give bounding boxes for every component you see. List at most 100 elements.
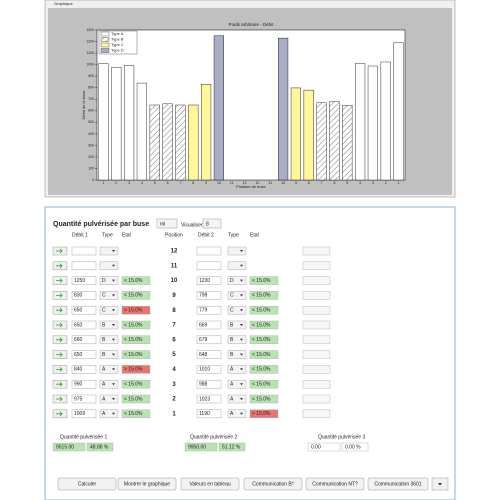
button[interactable] [57,477,117,491]
debit-input[interactable] [71,291,97,300]
bar [188,104,199,181]
type-select[interactable] [227,379,247,389]
x-tick-label: 4 [359,181,361,185]
debit-input[interactable] [71,394,97,404]
type-select[interactable] [227,320,247,330]
debit-value: 1009 [74,411,85,417]
button[interactable] [117,477,177,491]
debit-input[interactable] [71,409,97,419]
unit-select[interactable] [156,218,178,229]
debit-input[interactable] [196,291,222,300]
type-select[interactable] [227,291,247,300]
dropdown-arrow [240,368,243,371]
type-select[interactable] [99,350,119,359]
etat-box [249,291,279,300]
type-select[interactable] [227,409,247,419]
dropdown-arrow [240,353,243,356]
debit-input[interactable] [196,320,222,330]
debit-input[interactable] [196,394,222,404]
type-select[interactable] [99,276,119,285]
type-select[interactable] [99,246,119,256]
total-value: 0.00 [311,444,321,450]
extra-input[interactable] [302,261,331,271]
debit-input[interactable] [196,335,222,345]
debit-input[interactable] [71,246,97,256]
type-select[interactable] [99,365,119,374]
y-tick-label: 800 [88,86,94,90]
debit-input[interactable] [71,335,97,345]
etat-value: < 15.0% [124,396,143,402]
debit-input[interactable] [71,379,97,389]
extra-input[interactable] [302,365,331,374]
type-select[interactable] [99,305,119,315]
type-select[interactable] [227,276,247,285]
type-select[interactable] [227,335,247,345]
extra-input[interactable] [302,335,331,345]
debit-input[interactable] [196,305,222,315]
debit-input[interactable] [196,379,222,389]
x-tick-label: 5 [154,181,156,185]
debit-input[interactable] [196,276,222,285]
total-percent: 0.00 % [345,444,361,450]
y-tick-label: 1300 [86,28,94,32]
dropdown-arrow [240,309,243,312]
debit-input[interactable] [71,320,97,330]
debit-input[interactable] [71,365,97,374]
extra-input[interactable] [302,350,331,359]
type-select[interactable] [99,320,119,330]
button-label: Montrer le graphique [124,481,170,487]
debit-value: 975 [74,396,83,402]
extra-input[interactable] [302,246,331,256]
debit-input[interactable] [196,246,222,256]
type-select[interactable] [227,365,247,374]
column-header: Etat [250,232,260,238]
extra-input[interactable] [302,409,331,419]
button[interactable] [305,477,365,491]
debit-input[interactable] [196,261,222,271]
debit-value: 798 [199,293,208,299]
button[interactable] [367,477,429,491]
type-select[interactable] [227,305,247,315]
total-value: 9515.00 [56,444,74,450]
type-select[interactable] [99,291,119,300]
debit-input[interactable] [71,276,97,285]
type-select[interactable] [227,246,247,256]
x-tick-label: 3 [128,181,130,185]
debit-input[interactable] [196,350,222,359]
type-select[interactable] [227,350,247,359]
extra-input[interactable] [302,276,331,285]
x-tick-label: 6 [167,181,169,185]
extra-input[interactable] [302,394,331,404]
type-select[interactable] [99,261,119,271]
extra-input[interactable] [302,379,331,389]
position: 8 [172,308,176,314]
etat-box [121,335,151,344]
debit-value: 650 [74,352,83,358]
etat-value: < 15.0% [124,352,143,358]
button[interactable] [243,477,303,491]
type-select[interactable] [99,335,119,345]
type-value: D [230,278,234,284]
extra-input[interactable] [302,320,331,330]
type-select[interactable] [99,409,119,419]
type-select[interactable] [99,379,119,389]
type-select[interactable] [227,394,247,404]
position: 1 [172,411,176,417]
type-value: A [102,382,106,388]
x-tick-label: 7 [179,181,181,185]
etat-value: < 15.0% [124,337,143,343]
dropdown-arrow [240,338,243,341]
visualiser-select[interactable] [202,218,222,229]
type-select[interactable] [99,394,119,404]
debit-input[interactable] [196,409,222,419]
debit-input[interactable] [71,350,97,359]
extra-input[interactable] [302,305,331,315]
type-select[interactable] [227,261,247,271]
etat-value: < 15.0% [252,337,271,343]
extra-input[interactable] [302,291,331,300]
debit-input[interactable] [71,261,97,271]
debit-input[interactable] [71,305,97,315]
debit-input[interactable] [196,365,222,374]
button[interactable] [180,477,240,491]
arrow-icon [56,278,63,283]
